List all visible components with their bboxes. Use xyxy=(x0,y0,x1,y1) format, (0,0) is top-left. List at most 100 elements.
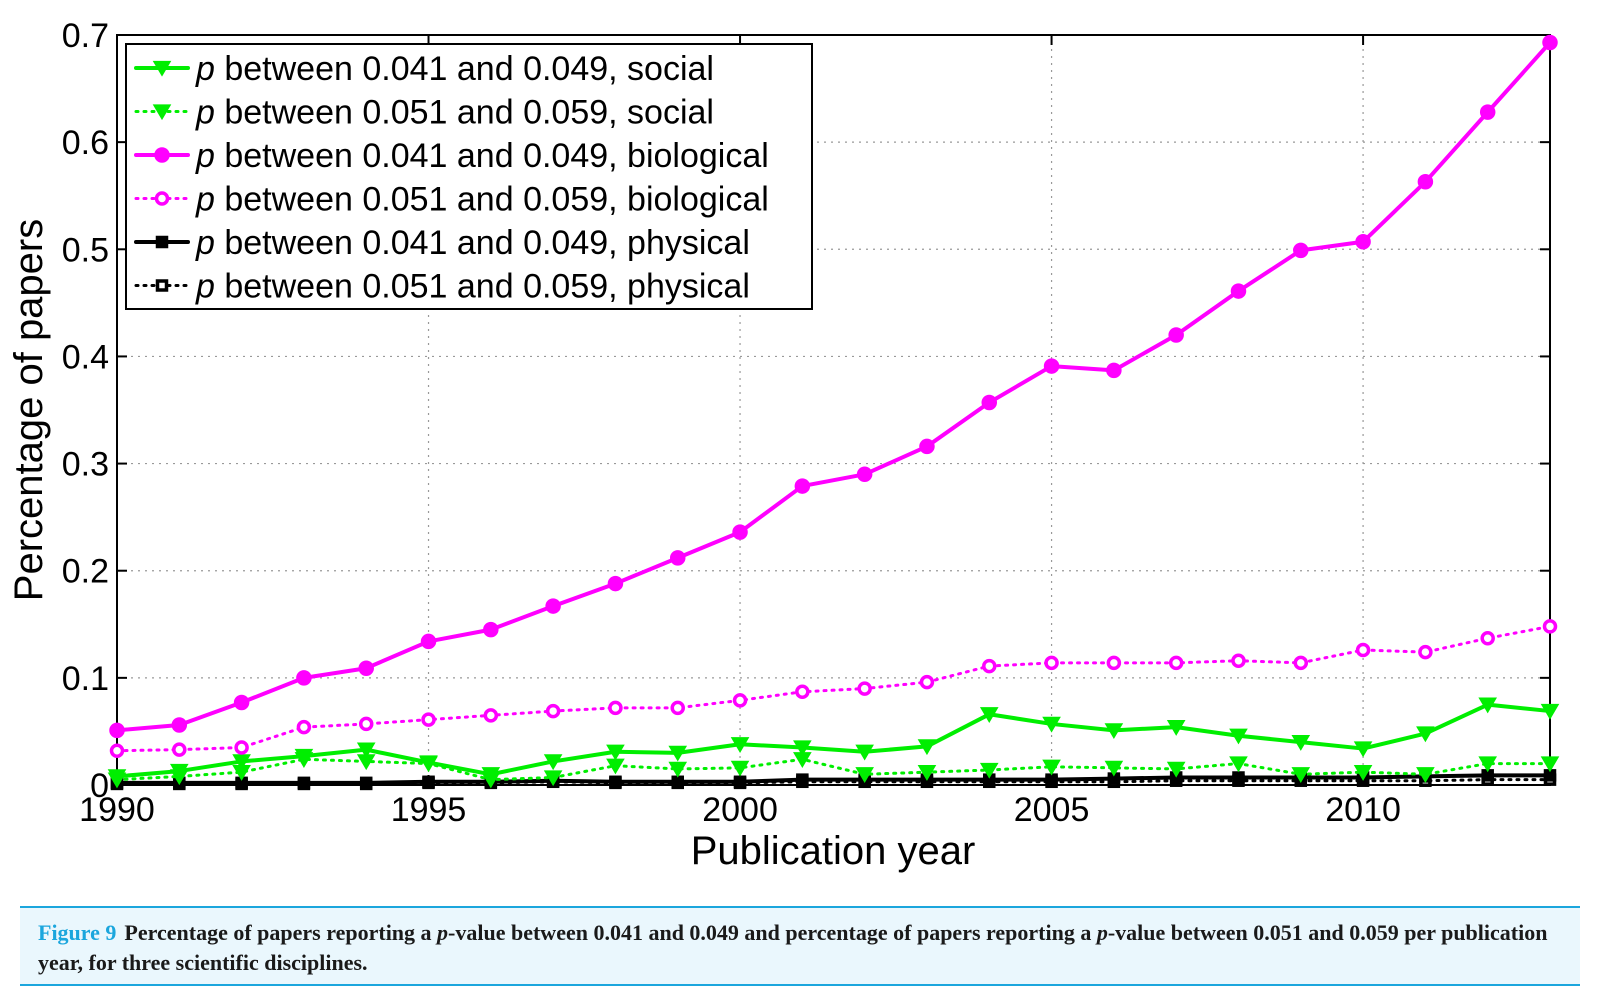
y-tick-label: 0.1 xyxy=(62,660,109,698)
data-point xyxy=(979,762,999,779)
data-point xyxy=(979,707,999,723)
data-point xyxy=(172,742,187,757)
caption-text-after: -value between 0.051 and 0.059 per publi… xyxy=(38,920,1548,975)
data-point xyxy=(670,700,685,716)
data-point xyxy=(608,700,623,716)
line-chart: 1990 1995 2000 2005 2010 0 0.1 0.2 0.3 0.4 0.5 0.6 0… xyxy=(7,17,1560,873)
caption-text-middle: -value between 0.041 and 0.049 and perce… xyxy=(448,920,1097,945)
legend-item: p between 0.051 and 0.059, physical xyxy=(134,268,750,306)
data-point xyxy=(356,742,376,759)
legend-label: p between 0.051 and 0.059, biological xyxy=(195,181,769,219)
data-point xyxy=(1104,723,1124,740)
data-point xyxy=(668,761,688,778)
data-point xyxy=(155,235,169,249)
data-point xyxy=(545,703,561,719)
data-point xyxy=(1291,734,1311,751)
data-point xyxy=(1043,358,1060,374)
data-point xyxy=(1106,655,1122,671)
data-point xyxy=(1416,767,1435,783)
legend-item: p between 0.051 and 0.059, social xyxy=(134,94,714,132)
data-point xyxy=(1417,174,1434,190)
data-point xyxy=(1353,741,1373,758)
caption-italic-p-2: p xyxy=(1096,920,1108,945)
series-line xyxy=(115,773,1552,785)
x-tick-label: 2010 xyxy=(1325,791,1401,829)
figure-label: Figure 9 xyxy=(38,920,117,945)
data-point xyxy=(732,524,748,540)
data-point xyxy=(1042,716,1061,733)
data-point xyxy=(169,763,189,780)
legend-item: p between 0.041 and 0.049, physical xyxy=(134,224,750,262)
data-point xyxy=(1168,655,1184,671)
data-point xyxy=(919,438,935,455)
y-tick-label: 0.3 xyxy=(62,446,109,484)
data-point xyxy=(294,748,314,765)
data-point xyxy=(730,760,750,777)
legend-label: p between 0.051 and 0.059, physical xyxy=(195,268,750,306)
series-2 xyxy=(109,34,1558,739)
y-tick-label: 0.5 xyxy=(62,231,109,269)
data-point xyxy=(1104,760,1124,777)
data-point xyxy=(794,478,811,494)
data-point xyxy=(1542,34,1558,51)
data-point xyxy=(359,776,373,790)
data-point xyxy=(233,694,250,711)
data-point xyxy=(795,684,810,700)
figure-caption: Figure 9 Percentage of papers reporting a… xyxy=(20,906,1580,986)
data-point xyxy=(155,279,169,292)
data-point xyxy=(796,773,809,786)
y-axis-title: Percentage of papers xyxy=(7,219,51,601)
legend-item: p between 0.041 and 0.049, biological xyxy=(134,137,769,175)
data-point xyxy=(1355,642,1371,658)
data-point xyxy=(422,775,435,789)
data-point xyxy=(1542,619,1558,634)
data-point xyxy=(668,745,688,762)
caption-text-before: Percentage of papers reporting a xyxy=(124,920,438,945)
axis-ticks: 1990 1995 2000 2005 2010 0 0.1 0.2 0.3 0.4 0.5 0.6 0… xyxy=(62,17,1550,829)
legend-item: p between 0.051 and 0.059, biological xyxy=(134,181,769,219)
data-point xyxy=(483,708,499,723)
x-tick-label: 1995 xyxy=(391,791,467,829)
data-point xyxy=(545,598,561,614)
data-point xyxy=(1229,728,1248,745)
data-point xyxy=(919,674,935,690)
legend-label: p between 0.041 and 0.049, physical xyxy=(195,224,750,262)
legend-item: p between 0.041 and 0.049, social xyxy=(134,50,714,88)
data-point xyxy=(543,754,563,771)
data-point xyxy=(855,744,874,761)
data-point xyxy=(917,764,937,781)
legend-label: p between 0.041 and 0.049, social xyxy=(195,50,714,88)
data-point xyxy=(296,670,312,686)
data-point xyxy=(1480,630,1495,646)
data-point xyxy=(109,722,125,739)
legend-label: p between 0.041 and 0.049, biological xyxy=(195,137,769,175)
data-point xyxy=(1353,764,1373,781)
y-tick-label: 0 xyxy=(90,767,109,805)
data-point xyxy=(107,769,127,786)
data-point xyxy=(1540,756,1560,773)
data-point xyxy=(234,740,249,755)
data-point xyxy=(855,767,874,783)
data-point xyxy=(730,737,750,753)
data-point xyxy=(171,717,188,733)
series-line xyxy=(115,40,1552,733)
data-point xyxy=(606,744,625,761)
data-point xyxy=(358,660,374,676)
series-line xyxy=(115,702,1552,779)
data-point xyxy=(420,633,437,650)
data-point xyxy=(607,575,624,592)
data-point xyxy=(1418,644,1433,660)
data-point xyxy=(1045,773,1058,786)
data-point xyxy=(543,770,563,787)
data-point xyxy=(109,743,125,758)
data-point xyxy=(856,466,873,483)
data-point xyxy=(1166,761,1186,778)
plot-frame xyxy=(116,34,1551,786)
series-layer xyxy=(107,34,1560,791)
data-point xyxy=(483,621,499,638)
data-point xyxy=(1478,697,1498,714)
data-point xyxy=(733,775,747,789)
series-line xyxy=(115,757,1552,782)
data-point xyxy=(152,60,172,77)
data-point xyxy=(1044,655,1059,671)
